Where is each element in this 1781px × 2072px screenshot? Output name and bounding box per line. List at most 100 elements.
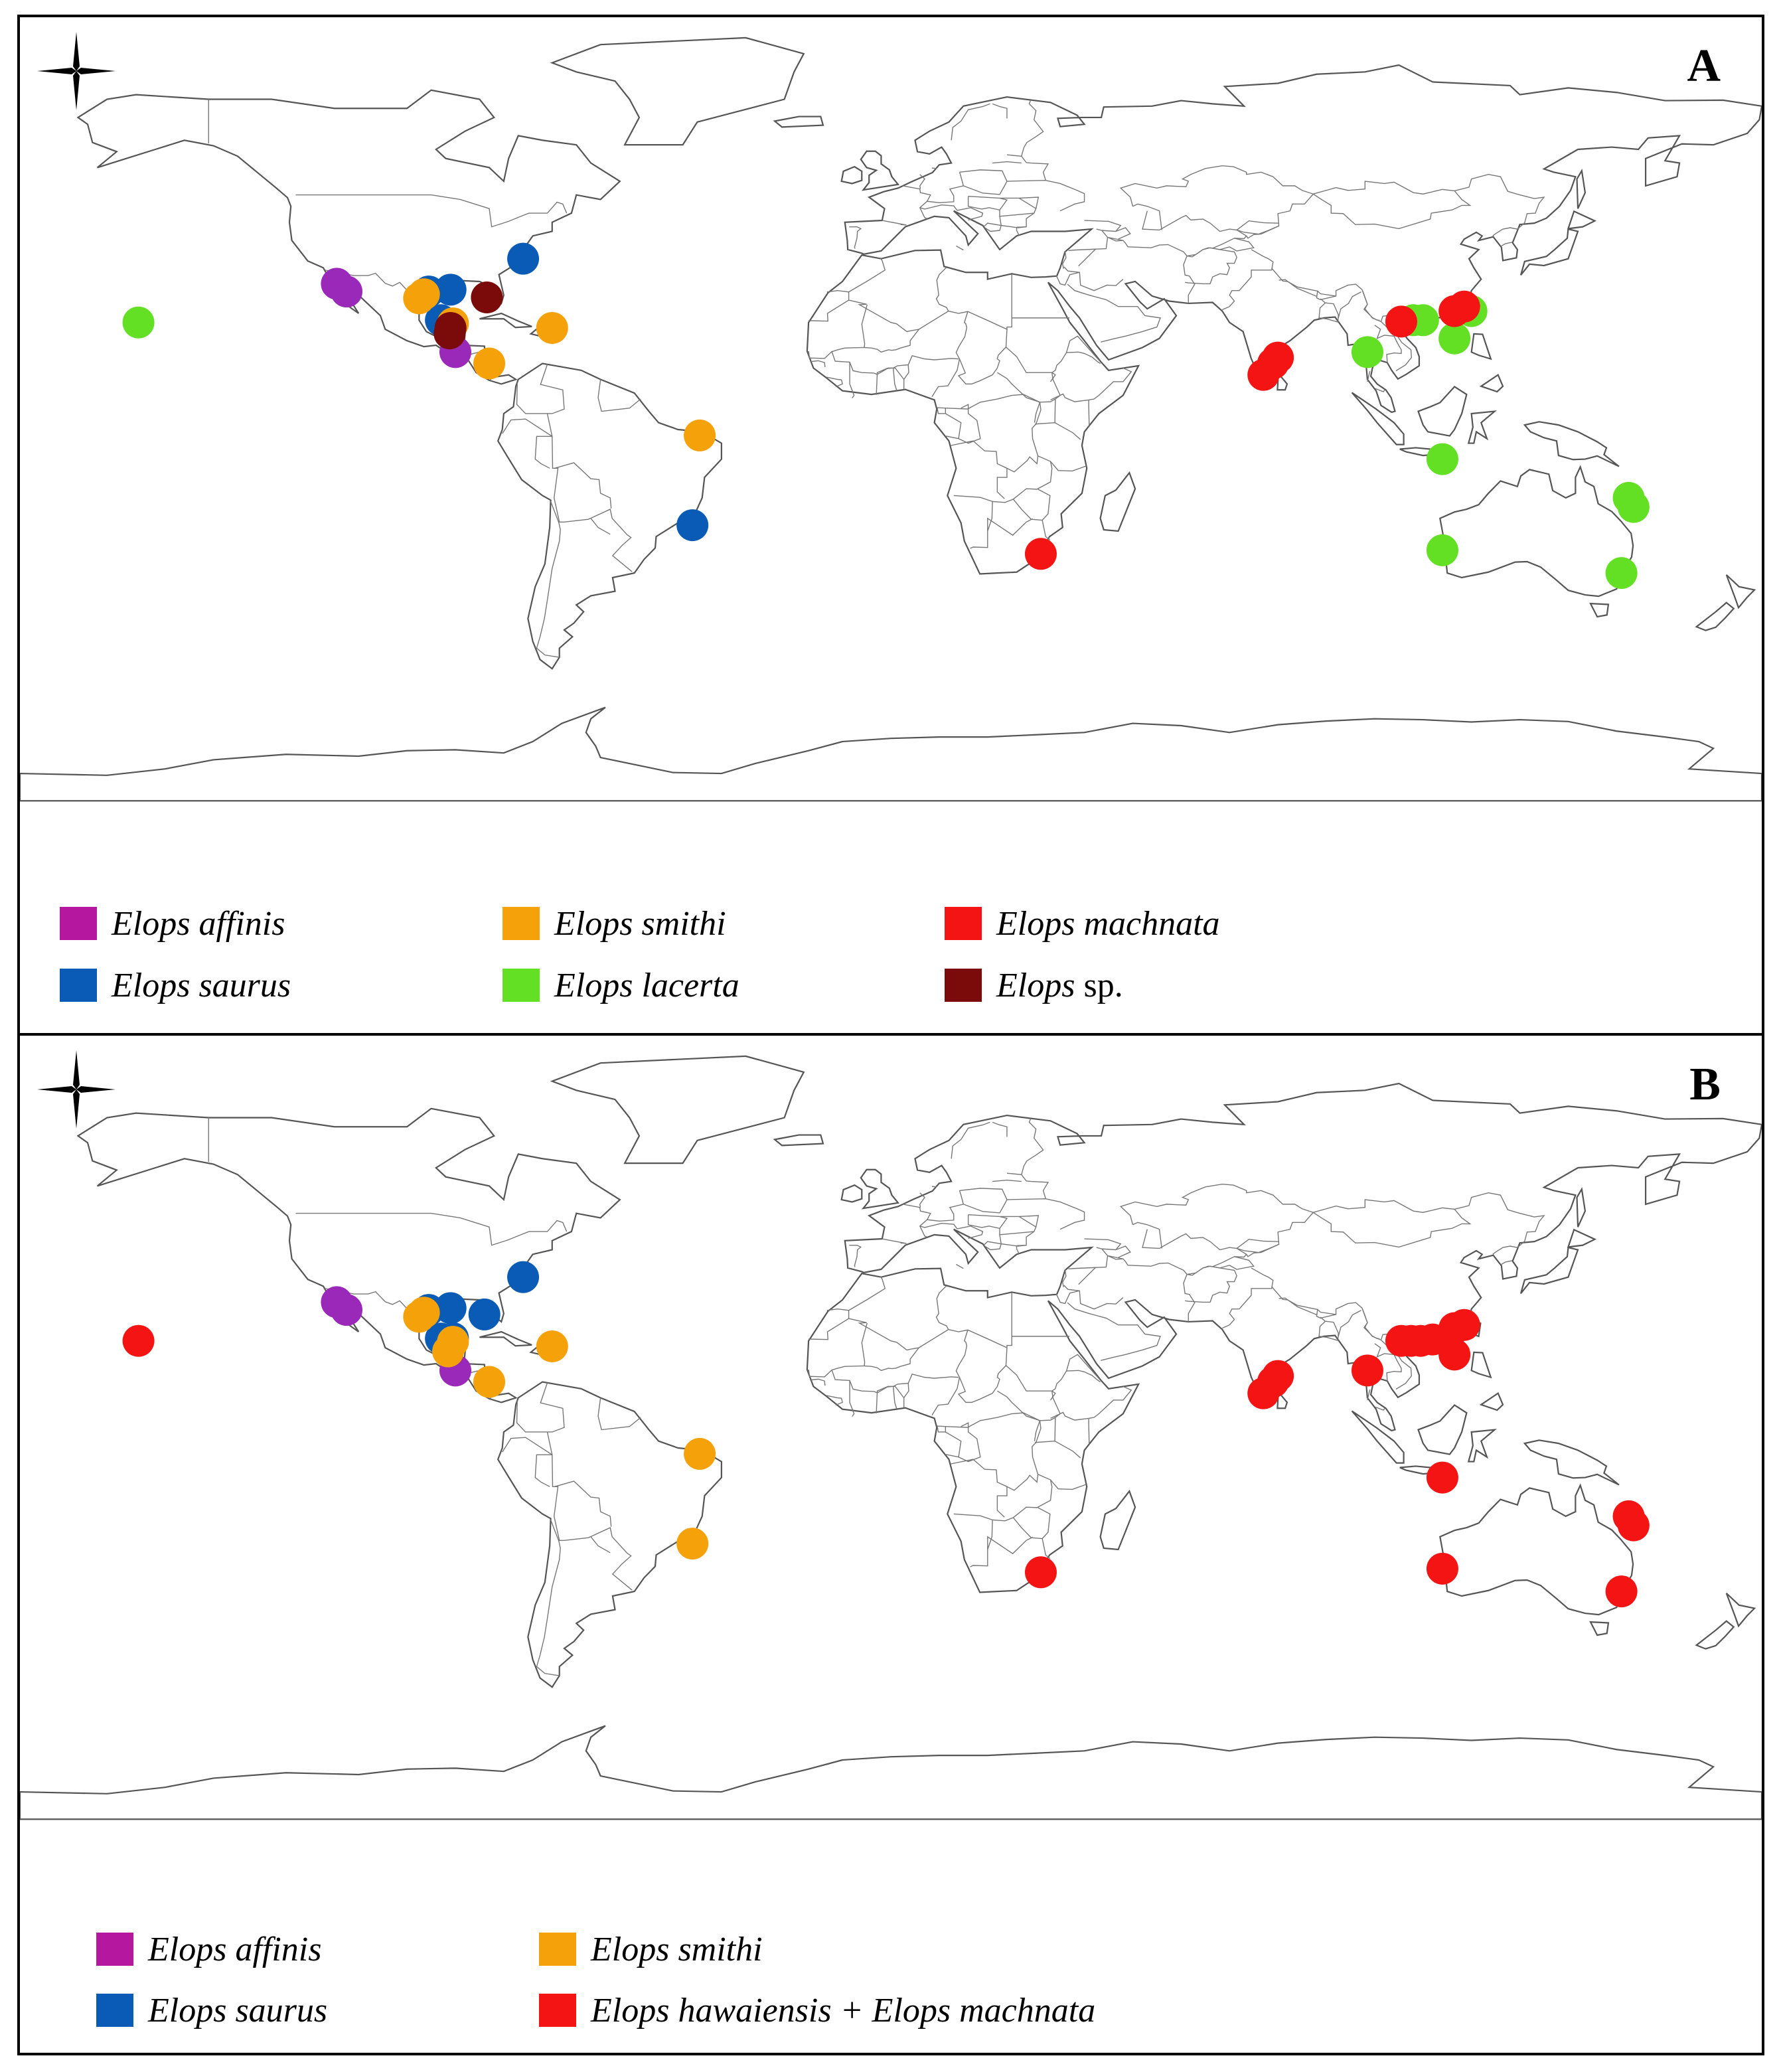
occurrence-marker-saurus <box>507 242 540 275</box>
country-border <box>996 468 1008 499</box>
country-border <box>970 461 1053 549</box>
landmass-cuba <box>479 312 532 329</box>
country-border <box>1006 179 1085 212</box>
country-border <box>1035 422 1081 440</box>
country-border <box>1212 238 1255 252</box>
country-border <box>1067 1302 1161 1361</box>
country-border <box>831 347 864 353</box>
country-border <box>919 174 925 189</box>
landmass-madagascar <box>1099 1489 1136 1551</box>
country-border <box>1067 283 1161 343</box>
country-border <box>903 1204 931 1237</box>
landmass-japan <box>1519 228 1579 276</box>
country-border <box>1021 1118 1044 1182</box>
legend-item-lacerta-a: Elops lacerta <box>503 965 739 1005</box>
landmass-new-guinea <box>1523 1439 1620 1486</box>
country-border <box>1222 1267 1274 1329</box>
panel-label-a: A <box>1687 40 1721 92</box>
country-border <box>1246 193 1314 239</box>
country-border <box>1362 1309 1380 1340</box>
legend-swatch <box>96 1994 133 2027</box>
country-border <box>951 1121 990 1159</box>
country-border <box>876 1386 905 1413</box>
country-border <box>295 194 568 228</box>
occurrence-marker-lacerta <box>1351 336 1383 368</box>
country-border <box>957 1226 984 1239</box>
landmass-mindanao <box>1479 373 1504 393</box>
country-border <box>849 1380 855 1417</box>
legend-swatch <box>945 907 982 940</box>
occurrence-marker-smithi <box>408 278 440 311</box>
legend-swatch <box>539 1994 576 2027</box>
occurrence-marker-smithi <box>432 1335 465 1368</box>
legend-label: Elops lacerta <box>554 966 739 1004</box>
legend-swatch <box>60 969 97 1002</box>
legend-item-machnata-b: Elops hawaiensis + Elops machnata <box>539 1990 1095 2030</box>
country-border <box>1059 272 1080 286</box>
legend-item-smithi-b: Elops smithi <box>539 1929 763 1969</box>
landmass-new-zealand-n <box>1725 574 1756 609</box>
country-border <box>937 1412 1042 1491</box>
country-border <box>992 103 1008 119</box>
compass-rose-icon <box>37 32 116 110</box>
panel-label-b: B <box>1689 1059 1721 1110</box>
occurrence-marker-sp <box>433 317 466 350</box>
country-border <box>1084 1238 1122 1251</box>
country-border <box>1026 1180 1049 1199</box>
country-border <box>295 1212 568 1246</box>
occurrence-marker-lacerta <box>1605 557 1638 590</box>
country-border <box>931 167 937 169</box>
country-border <box>1313 174 1545 226</box>
legend-swatch <box>503 907 540 940</box>
landmass-australia <box>1439 1483 1634 1616</box>
country-border <box>1115 1245 1131 1258</box>
country-border <box>937 407 947 414</box>
country-border <box>1107 236 1196 303</box>
country-border <box>937 1425 947 1433</box>
country-border <box>892 368 897 391</box>
occurrence-marker-saurus <box>468 1298 501 1330</box>
country-border <box>996 1390 1056 1421</box>
landmass-sulawesi <box>1467 1429 1498 1463</box>
country-border <box>1042 520 1051 541</box>
country-border <box>1236 1238 1279 1249</box>
landmass-greenland <box>550 37 805 146</box>
country-border <box>1278 279 1318 297</box>
country-border <box>907 1373 959 1384</box>
country-border <box>1313 1192 1545 1244</box>
country-border <box>1063 266 1124 291</box>
country-border <box>502 418 633 572</box>
country-border <box>1059 1290 1080 1305</box>
country-border <box>970 1479 1053 1567</box>
landmass-borneo <box>1417 386 1468 437</box>
legend-swatch <box>945 969 982 1002</box>
country-border <box>1492 1243 1523 1255</box>
country-border <box>987 1536 1033 1555</box>
country-border <box>597 379 641 412</box>
legend-label: Elops affinis <box>112 904 285 943</box>
compass-rose-icon <box>37 1050 116 1129</box>
country-border <box>1066 351 1101 364</box>
occurrence-marker-lacerta <box>1438 322 1471 355</box>
country-border <box>1492 224 1523 236</box>
country-border <box>927 1190 965 1222</box>
legend-item-sp-a: Elops sp. <box>945 965 1123 1005</box>
country-border <box>983 1241 1002 1251</box>
country-border <box>590 1536 611 1554</box>
country-border <box>992 161 1022 164</box>
country-border <box>1042 1538 1051 1559</box>
occurrence-marker-machnata <box>1024 538 1057 570</box>
country-border <box>1119 1183 1314 1225</box>
legend-label: Elops saurus <box>148 1991 328 2030</box>
country-border <box>516 1382 565 1433</box>
landmass-antarctica <box>20 706 1762 802</box>
country-border <box>1236 225 1279 235</box>
country-border <box>1375 388 1385 392</box>
occurrence-marker-saurus <box>676 509 709 542</box>
country-border <box>1107 236 1123 242</box>
legend-label: Elops smithi <box>591 1930 763 1968</box>
occurrence-marker-smithi <box>684 419 716 451</box>
country-border <box>1038 1474 1087 1490</box>
landmass-tasmania <box>1589 1621 1610 1636</box>
country-border <box>931 1186 937 1188</box>
